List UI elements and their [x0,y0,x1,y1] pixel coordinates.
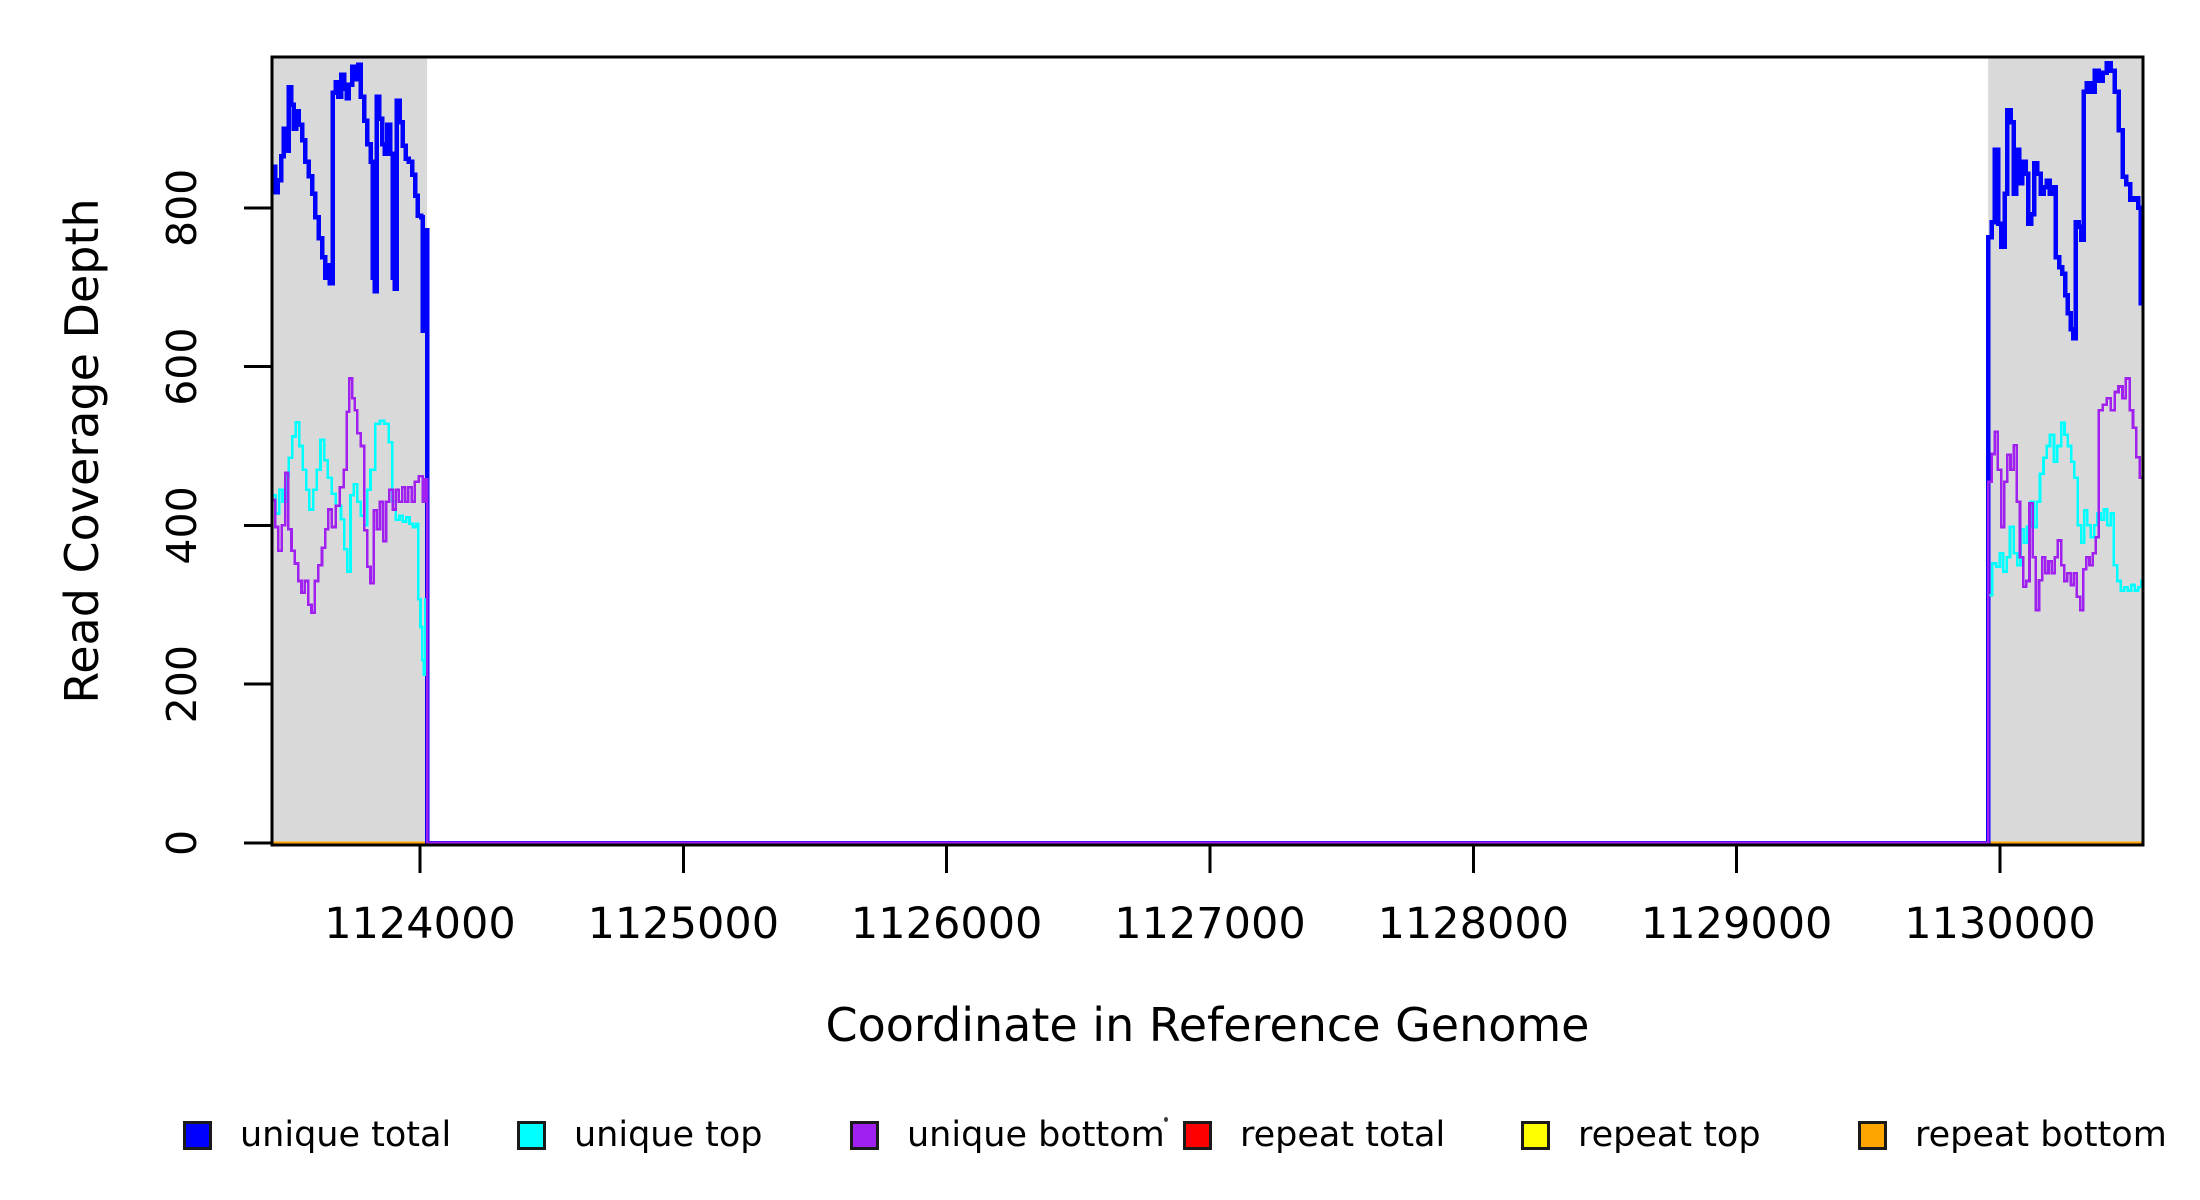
shaded-regions [272,57,2143,845]
series-line-unique-top [272,419,2145,845]
series-line-unique-total [272,61,2144,846]
x-tick-label-1129000: 1129000 [1641,899,1833,949]
x-tick-label-1124000: 1124000 [324,899,516,949]
series-line-unique-bottom [272,377,2145,845]
x-tick-label-1125000: 1125000 [588,899,780,949]
y-tick-label-800: 800 [158,169,206,247]
axes: 1124000 1125000 1126000 1127000 1128000 11290… [158,55,2145,949]
stray-dot [1164,1117,1168,1122]
legend-label-repeat-bottom: repeat bottom [1915,1115,2167,1155]
legend-item-repeat-top: repeat top [1521,1115,1761,1155]
y-tick-label-0: 0 [158,830,206,856]
left-unique-region [272,57,428,845]
legend-item-unique-total: unique total [183,1115,451,1155]
legend-item-unique-top: unique top [517,1115,763,1155]
plot-box-border [270,55,2145,847]
legend-item-repeat-total: repeat total [1183,1115,1445,1155]
y-tick-label-600: 600 [158,328,206,406]
x-tick-label-1130000: 1130000 [1904,899,2096,949]
legend-label-repeat-total: repeat total [1240,1115,1446,1155]
legend-swatch-repeat-total [1183,1120,1212,1150]
x-tick-label-1127000: 1127000 [1114,899,1306,949]
series-lines [272,61,2145,846]
legend-swatch-repeat-bottom [1858,1120,1887,1150]
legend-label-unique-total: unique total [240,1115,452,1155]
x-tick-label-1128000: 1128000 [1378,899,1570,949]
right-unique-region [1988,57,2143,845]
legend-swatch-unique-top [517,1120,546,1150]
legend-item-unique-bottom: unique bottom [850,1115,1165,1155]
x-tick-label-1126000: 1126000 [851,899,1043,949]
legend-item-repeat-bottom: repeat bottom [1858,1115,2167,1155]
legend-swatch-unique-bottom [850,1120,879,1150]
legend-label-repeat-top: repeat top [1578,1115,1761,1155]
y-axis-title: Read Coverage Depth [55,198,109,704]
y-tick-label-400: 400 [158,486,206,564]
legend-swatch-unique-total [183,1120,212,1150]
legend-swatch-repeat-top [1521,1120,1550,1150]
legend-label-unique-top: unique top [574,1115,763,1155]
legend-label-unique-bottom: unique bottom [907,1115,1165,1155]
y-tick-label-200: 200 [158,645,206,723]
x-axis-title: Coordinate in Reference Genome [825,998,1590,1052]
